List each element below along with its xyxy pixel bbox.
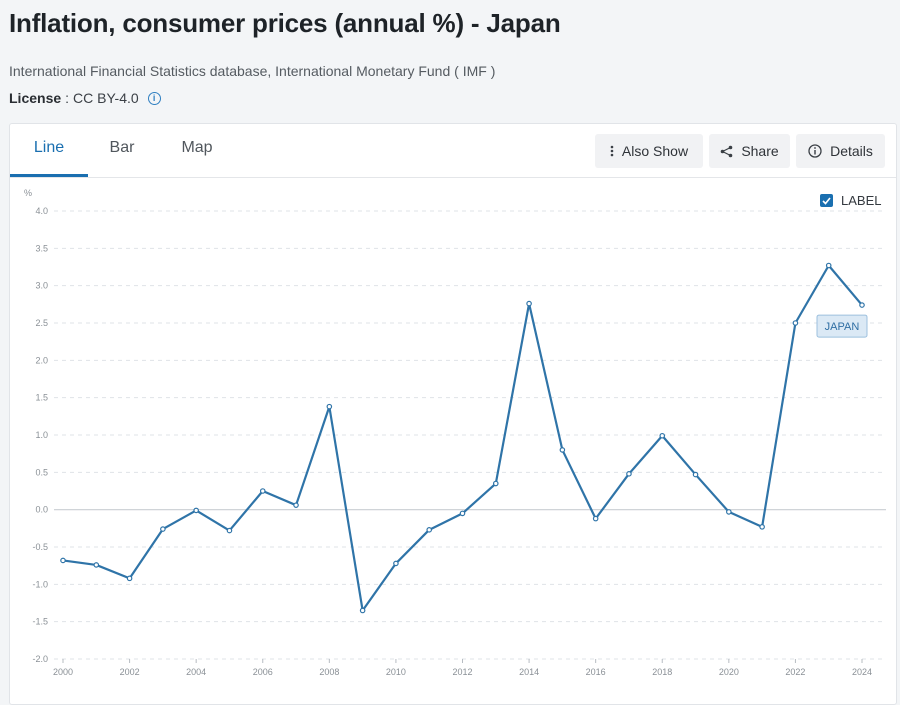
y-tick-label: 4.0 <box>35 206 48 216</box>
data-point <box>326 403 333 410</box>
y-tick-label: 1.5 <box>35 393 48 403</box>
data-point <box>393 560 399 567</box>
y-tick-label: -1.0 <box>32 579 48 589</box>
data-point <box>426 527 433 533</box>
data-point <box>825 262 832 269</box>
y-tick-label: 3.0 <box>35 281 48 291</box>
series-label-box <box>816 314 868 338</box>
data-point <box>626 471 632 477</box>
info-icon[interactable]: i <box>147 91 161 105</box>
label-toggle-text: LABEL <box>841 193 882 208</box>
data-point <box>93 562 100 568</box>
data-point <box>592 515 599 522</box>
share-icon <box>720 145 733 158</box>
x-tick-label: 2016 <box>586 667 606 677</box>
y-tick-label: 0.0 <box>35 505 48 515</box>
data-point <box>792 320 799 326</box>
share-button[interactable]: Share <box>709 134 790 168</box>
y-tick-label: 3.5 <box>35 243 48 253</box>
x-tick-label: 2022 <box>785 667 805 677</box>
tab-map[interactable]: Map <box>181 139 213 156</box>
license-label: License <box>9 90 62 106</box>
y-tick-label: -1.5 <box>32 617 48 627</box>
x-tick-label: 2008 <box>319 667 339 677</box>
y-tick-label: -2.0 <box>32 654 48 664</box>
data-point <box>526 300 532 307</box>
series-label-japan: JAPAN <box>825 321 860 333</box>
y-tick-label: -0.5 <box>32 542 48 552</box>
series-line-japan <box>62 264 863 612</box>
x-tick-label: 2018 <box>652 667 672 677</box>
y-tick-label: 1.0 <box>35 430 48 440</box>
x-tick-label: 2002 <box>120 667 140 677</box>
more-vertical-icon <box>610 145 614 157</box>
share-label: Share <box>741 143 779 159</box>
x-tick-label: 2006 <box>253 667 273 677</box>
y-tick-label: 2.5 <box>35 318 48 328</box>
y-tick-label: 2.0 <box>35 355 48 365</box>
x-tick-label: 2000 <box>53 667 73 677</box>
x-tick-label: 2004 <box>186 667 206 677</box>
y-tick-label: 0.5 <box>35 467 48 477</box>
license-value[interactable]: CC BY-4.0 <box>73 90 139 106</box>
also-show-label: Also Show <box>621 143 689 159</box>
data-point <box>226 527 233 534</box>
tab-bar[interactable]: Bar <box>109 139 135 156</box>
license-separator: : <box>65 90 70 106</box>
line-chart: %4.0 3.5 3.0 2.5 2.0 1.5 1.0 0.5 0.0 -0.5 -1.0 -1.5… <box>24 188 886 677</box>
details-label: Details <box>830 143 873 159</box>
x-tick-label: 2012 <box>452 667 472 677</box>
data-point <box>559 447 566 453</box>
chart-tabs: Line Bar Map Also Show Share <box>10 124 896 178</box>
x-tick-label: 2014 <box>519 667 539 677</box>
chart-panel: Line Bar Map Also Show Share <box>9 123 897 705</box>
data-point <box>193 507 199 514</box>
data-point <box>692 471 699 478</box>
data-point <box>859 302 865 308</box>
y-axis-unit-label: % <box>24 188 32 198</box>
data-point <box>126 575 133 582</box>
data-point <box>259 488 266 494</box>
data-point <box>759 524 765 530</box>
data-point <box>293 502 299 508</box>
x-tick-label: 2010 <box>386 667 406 677</box>
checkbox-checked-icon[interactable] <box>820 194 833 207</box>
data-point <box>726 509 732 515</box>
tab-line[interactable]: Line <box>10 124 88 177</box>
data-point <box>359 607 366 614</box>
data-point <box>459 510 466 517</box>
data-point <box>659 432 666 439</box>
page-title: Inflation, consumer prices (annual %) - … <box>9 8 561 38</box>
label-toggle[interactable]: LABEL <box>820 193 881 208</box>
x-tick-label: 2024 <box>852 667 872 677</box>
x-tick-label: 2020 <box>719 667 739 677</box>
source-line: International Financial Statistics datab… <box>9 63 496 79</box>
also-show-button[interactable]: Also Show <box>595 134 703 168</box>
data-point <box>160 526 166 532</box>
data-point <box>60 557 66 564</box>
license-line: License : CC BY-4.0 i <box>9 90 161 106</box>
details-button[interactable]: Details <box>796 134 885 168</box>
data-point <box>492 480 499 487</box>
info-circle-icon <box>808 144 822 158</box>
